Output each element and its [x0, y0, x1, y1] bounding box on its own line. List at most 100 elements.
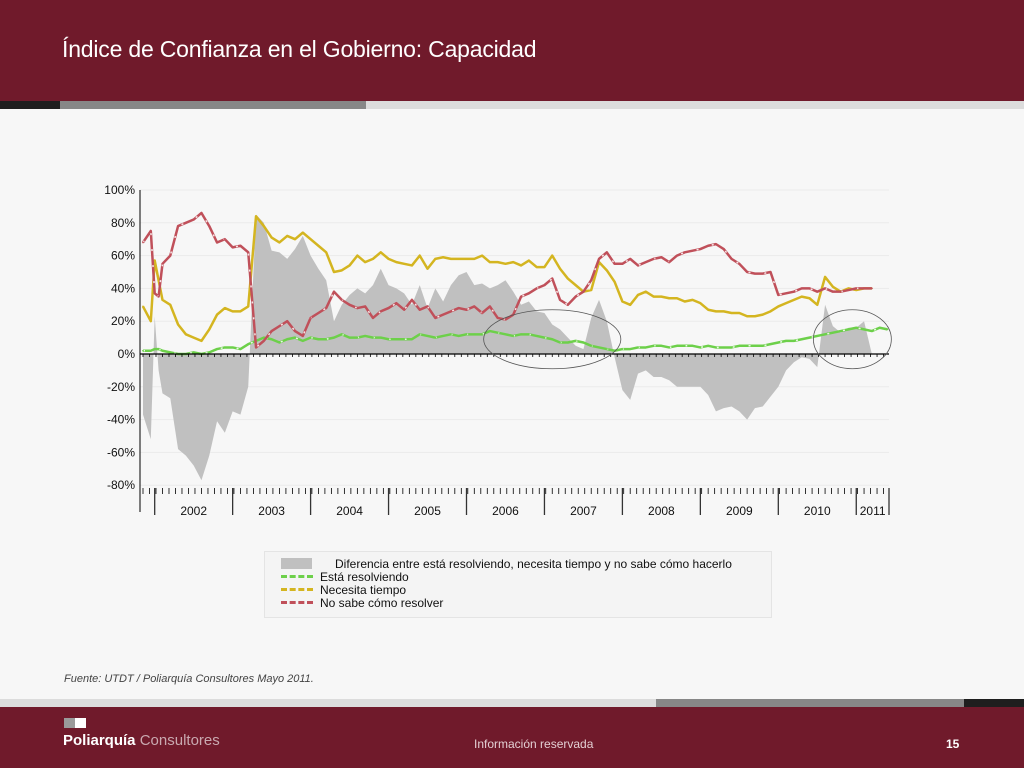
data-point	[457, 257, 460, 260]
data-point	[348, 264, 351, 267]
annotation-ellipse	[812, 309, 892, 370]
data-point	[153, 348, 156, 350]
data-point	[652, 257, 655, 260]
logo-strong: Poliarquía	[63, 732, 136, 749]
legend-swatch-red	[281, 601, 313, 604]
data-point	[660, 344, 663, 347]
data-point	[839, 290, 842, 293]
data-point	[247, 251, 250, 254]
data-point	[301, 231, 304, 234]
data-point	[278, 325, 281, 328]
data-point	[543, 336, 546, 339]
data-point	[411, 338, 413, 341]
data-point	[863, 287, 865, 290]
data-point	[691, 249, 694, 252]
series-line-no-sabe-c-mo-resolver	[141, 211, 872, 349]
data-point	[255, 346, 257, 349]
data-point	[157, 279, 160, 282]
data-point	[481, 333, 483, 336]
data-point	[169, 303, 172, 306]
data-point	[142, 241, 144, 244]
data-point	[831, 290, 834, 293]
data-point	[418, 308, 421, 311]
y-tick-label: 60%	[111, 249, 135, 263]
data-point	[582, 341, 585, 344]
data-point	[309, 336, 312, 339]
data-point	[715, 310, 717, 313]
data-point	[668, 297, 671, 300]
data-point	[598, 346, 600, 349]
data-point	[754, 344, 756, 347]
data-point	[520, 264, 522, 267]
data-point	[574, 284, 577, 287]
data-point	[644, 261, 647, 264]
data-point	[722, 248, 725, 250]
data-point	[294, 330, 296, 332]
data-point	[142, 349, 144, 352]
data-point	[761, 272, 764, 275]
data-point	[637, 264, 639, 267]
data-point	[559, 298, 561, 301]
data-point	[551, 338, 554, 341]
data-point	[730, 257, 733, 260]
data-point	[535, 287, 538, 290]
data-point	[247, 305, 250, 308]
data-point	[816, 290, 819, 293]
data-point	[473, 333, 476, 336]
data-point	[590, 289, 593, 291]
data-point	[621, 300, 624, 303]
data-point	[348, 336, 351, 339]
data-point	[434, 336, 437, 339]
y-tick-label: -80%	[107, 478, 135, 492]
data-point	[660, 256, 663, 259]
data-point	[527, 259, 530, 262]
data-point	[395, 302, 398, 305]
data-point	[559, 267, 561, 270]
data-point	[426, 305, 429, 308]
data-point	[286, 338, 289, 341]
y-tick-label: 40%	[111, 281, 135, 295]
data-point	[457, 335, 460, 337]
data-point	[309, 238, 312, 241]
data-point	[149, 230, 152, 232]
data-point	[707, 344, 710, 347]
data-point	[605, 348, 608, 350]
data-point	[325, 251, 328, 254]
data-point	[317, 338, 320, 341]
x-year-label: 2008	[648, 504, 675, 518]
legend-item-difference: Diferencia entre está resolviendo, neces…	[281, 557, 732, 571]
y-tick-label: -40%	[107, 413, 135, 427]
data-point	[831, 331, 834, 334]
slide-footer: Poliarquía Consultores Información reser…	[0, 707, 1024, 768]
data-point	[442, 256, 445, 259]
data-point	[442, 335, 445, 337]
data-point	[683, 344, 686, 347]
data-point	[543, 266, 546, 268]
data-point	[488, 330, 491, 332]
footer-accent-bar-gray	[656, 699, 964, 707]
data-point	[395, 261, 398, 264]
data-point	[387, 338, 390, 341]
data-point	[169, 351, 172, 354]
logo-icon	[64, 718, 86, 728]
data-point	[652, 295, 655, 298]
data-point	[457, 307, 460, 309]
data-point	[418, 254, 421, 257]
data-point	[816, 303, 819, 306]
data-point	[200, 339, 203, 342]
data-point	[824, 333, 826, 336]
data-point	[379, 251, 382, 254]
header-accent-bar-light	[366, 101, 1024, 109]
data-point	[504, 262, 507, 265]
data-point	[730, 312, 733, 314]
data-point	[239, 348, 242, 350]
data-point	[769, 310, 772, 313]
data-point	[512, 335, 515, 337]
data-point	[738, 262, 741, 265]
data-point	[629, 257, 632, 260]
legend-swatch-area	[281, 558, 312, 569]
y-tick-label: 100%	[104, 183, 135, 197]
data-point	[325, 338, 328, 341]
data-point	[216, 348, 218, 350]
